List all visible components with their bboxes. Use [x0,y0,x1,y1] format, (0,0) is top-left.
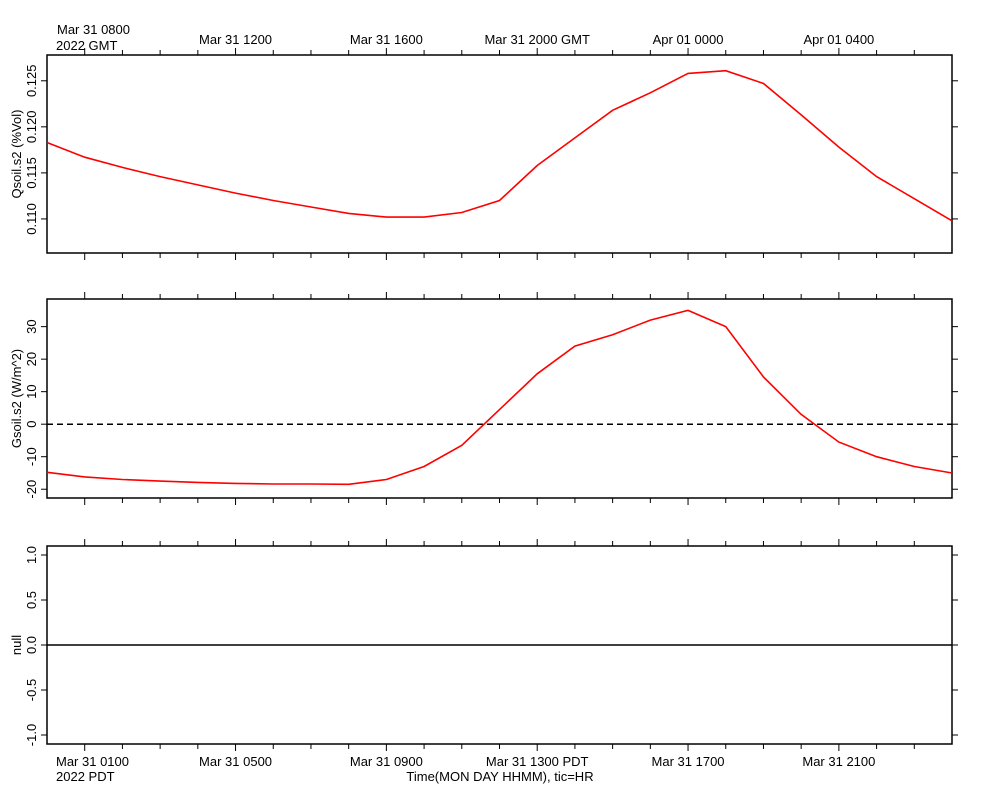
bottom-tick-label: Mar 31 1700 [652,754,725,769]
x-axis-title: Time(MON DAY HHMM), tic=HR [406,769,593,784]
y-axis-title: Gsoil.s2 (W/m^2) [9,349,24,448]
panel-2: -20 -10 0 10 20 30 Gsoil.s2 (W/m^2) [9,292,958,505]
top-tick-label: Mar 31 1200 [199,32,272,47]
series-line [46,309,953,486]
y-tick-label: 0.125 [24,65,39,98]
y-tick-label: 20 [24,352,39,366]
y-tick-label: -20 [24,480,39,499]
y-tick-label: 0.115 [24,157,39,189]
y-axis-title: Qsoil.s2 (%Vol) [9,110,24,199]
plot-frame [46,54,953,254]
y-tick-label: 1.0 [24,546,39,564]
y-tick-label: 10 [24,384,39,398]
y-tick-label: -0.5 [24,679,39,701]
y-tick-label: -1.0 [24,724,39,746]
bottom-tick-label: Mar 31 0900 [350,754,423,769]
bottom-year-label: 2022 PDT [56,769,115,784]
y-axis-title: null [9,635,24,655]
panel-3: -1.0 -0.5 0.0 0.5 1.0 null [9,539,958,751]
y-tick-label: 0.120 [24,111,39,144]
y-tick-label: 0.0 [24,636,39,654]
top-tick-label: Mar 31 2000 GMT [484,32,590,47]
top-tick-label: Apr 01 0000 [653,32,724,47]
bottom-tick-label: Mar 31 2100 [802,754,875,769]
y-tick-label: 0 [24,421,39,428]
plot-frame [46,298,953,499]
top-tick-label: Apr 01 0400 [803,32,874,47]
top-tick-label: Mar 31 1600 [350,32,423,47]
top-time-axis: 2022 GMT Mar 31 0800 Mar 31 1200 Mar 31 16… [56,22,874,53]
bottom-tick-label: Mar 31 0100 [56,754,129,769]
top-tick-label: Mar 31 0800 [57,22,130,37]
y-tick-label: 0.110 [24,203,39,235]
y-tick-label: 30 [24,319,39,333]
bottom-tick-label: Mar 31 0500 [199,754,272,769]
y-tick-label: 0.5 [24,591,39,609]
top-year-label: 2022 GMT [56,38,117,53]
series-line [46,69,953,222]
bottom-tick-label: Mar 31 1300 PDT [486,754,589,769]
y-tick-label: -10 [24,447,39,466]
bottom-time-axis: 2022 PDT Time(MON DAY HHMM), tic=HR Mar … [56,754,875,784]
